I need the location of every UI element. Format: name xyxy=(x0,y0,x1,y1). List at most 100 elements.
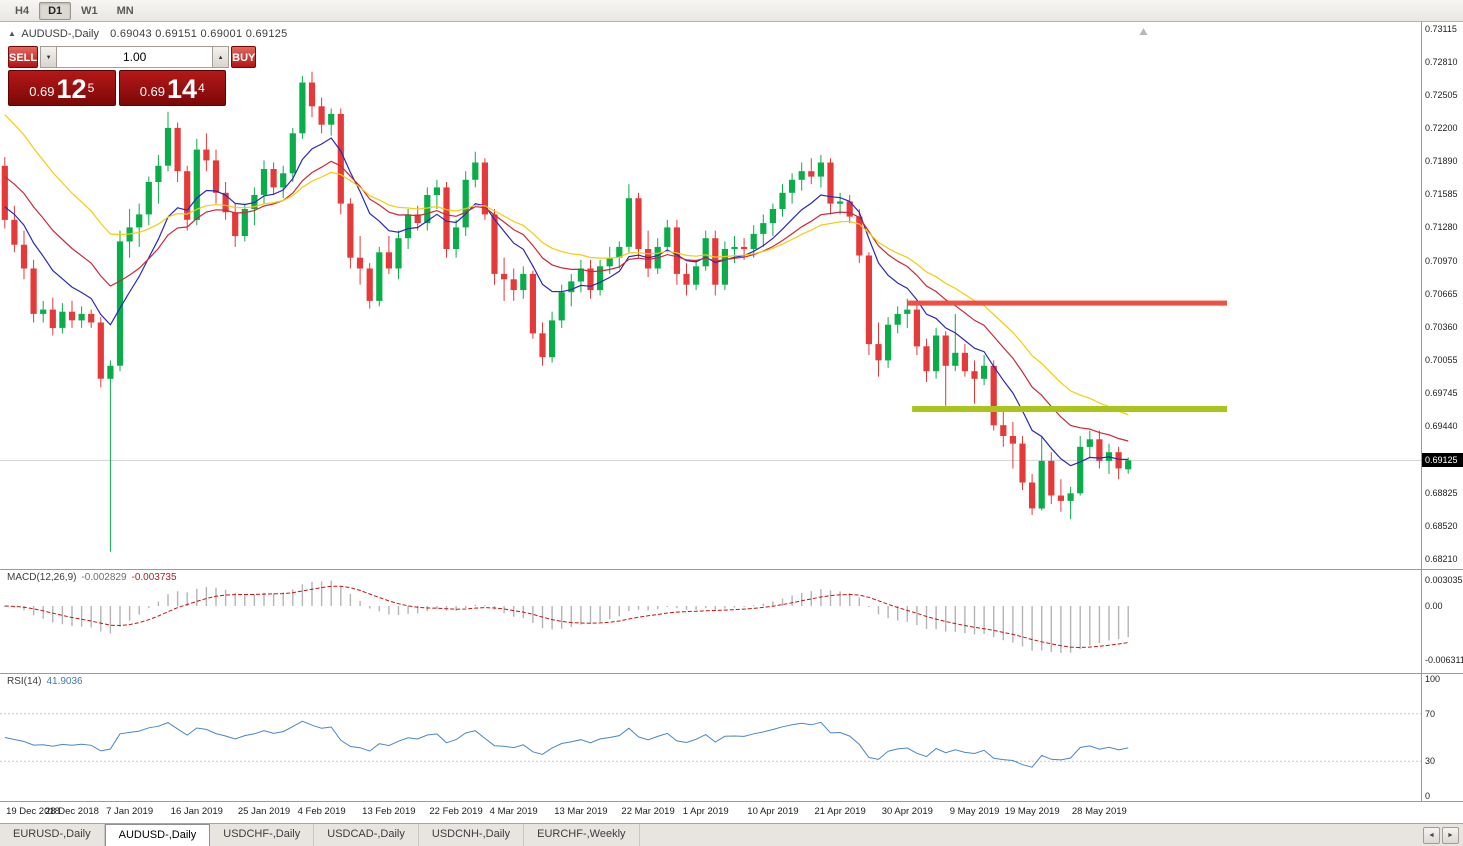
chart-tab-usdchf-daily[interactable]: USDCHF-,Daily xyxy=(210,824,315,846)
date-axis-label: 13 Feb 2019 xyxy=(362,806,416,817)
macd-name: MACD(12,26,9) xyxy=(7,572,77,583)
buy-price-display[interactable]: 0.69 14 4 xyxy=(118,70,226,106)
buy-price-prefix: 0.69 xyxy=(139,84,166,99)
macd-signal-value: -0.003735 xyxy=(131,572,177,583)
chart-tabs: EURUSD-,Daily AUDUSD-,Daily USDCHF-,Daily U… xyxy=(0,824,640,846)
date-axis-label: 22 Mar 2019 xyxy=(621,806,675,817)
price-axis-label: 0.69745 xyxy=(1425,388,1458,399)
date-axis-label: 28 Dec 2018 xyxy=(45,806,99,817)
timeframe-toolbar: H4 D1 W1 MN xyxy=(0,0,1463,22)
chart-tab-usdcad-daily[interactable]: USDCAD-,Daily xyxy=(314,824,419,846)
price-axis-label: 0.70360 xyxy=(1425,321,1458,332)
current-price-tag: 0.69125 xyxy=(1422,453,1463,468)
date-axis-label: 9 May 2019 xyxy=(949,806,1000,817)
rsi-axis-label: 100 xyxy=(1425,674,1441,684)
price-axis-label: 0.70665 xyxy=(1425,288,1458,299)
price-axis-label: 0.70055 xyxy=(1425,354,1458,365)
buy-price-big: 14 xyxy=(167,74,198,104)
date-axis-label: 13 Mar 2019 xyxy=(554,806,608,817)
price-axis-label: 0.68825 xyxy=(1425,487,1458,498)
rsi-axis-label: 0 xyxy=(1425,791,1431,801)
price-axis-label: 0.69440 xyxy=(1425,421,1458,432)
volume-stepper: ▼ ▲ xyxy=(40,46,230,68)
date-axis-label: 7 Jan 2019 xyxy=(106,806,154,817)
timeframe-button-w1[interactable]: W1 xyxy=(81,4,98,17)
pane-divider xyxy=(0,801,1463,802)
sell-button[interactable]: SELL xyxy=(8,46,39,68)
price-axis-label: 0.73115 xyxy=(1425,24,1457,35)
pane-divider[interactable] xyxy=(0,569,1463,570)
date-axis-label: 21 Apr 2019 xyxy=(814,806,866,817)
date-axis-label: 19 May 2019 xyxy=(1004,806,1060,817)
resistance-line[interactable] xyxy=(907,300,1227,306)
chart-tab-audusd-daily[interactable]: AUDUSD-,Daily xyxy=(104,824,211,846)
tab-scroll-right-icon[interactable]: ► xyxy=(1442,826,1459,844)
macd-indicator-pane[interactable]: MACD(12,26,9) -0.002829 -0.003735 xyxy=(0,570,1421,673)
rsi-name: RSI(14) xyxy=(7,676,42,687)
rsi-axis: 100 70 30 0 xyxy=(1422,674,1463,801)
one-click-trade-panel: SELL ▼ ▲ BUY 0.69 12 5 0.69 14 4 xyxy=(8,46,257,106)
chart-tab-bar: EURUSD-,Daily AUDUSD-,Daily USDCHF-,Daily U… xyxy=(0,823,1463,846)
macd-canvas[interactable] xyxy=(0,570,1421,673)
ma-medium xyxy=(4,160,1129,442)
rsi-axis-label: 30 xyxy=(1425,756,1436,767)
tab-scroll-left-icon[interactable]: ◄ xyxy=(1423,826,1440,844)
macd-axis-label: 0.003035 xyxy=(1425,574,1463,585)
symbol-label: AUDUSD-,Daily xyxy=(21,28,99,40)
chart-tab-eurchf-weekly[interactable]: EURCHF-,Weekly xyxy=(524,824,640,846)
macd-axis-label: 0.00 xyxy=(1425,601,1443,612)
date-axis-label: 22 Feb 2019 xyxy=(429,806,483,817)
price-axis-label: 0.71890 xyxy=(1425,156,1458,167)
timeframe-button-d1[interactable]: D1 xyxy=(39,1,72,20)
symbol-arrow-icon: ▲ xyxy=(8,29,16,38)
rsi-indicator-pane[interactable]: RSI(14) 41.9036 xyxy=(0,674,1421,801)
chart-tab-usdcnh-daily[interactable]: USDCNH-,Daily xyxy=(419,824,525,846)
date-axis-label: 25 Jan 2019 xyxy=(237,806,291,817)
date-axis[interactable]: 19 Dec 2018 28 Dec 2018 7 Jan 2019 16 Jan 2… xyxy=(0,802,1463,823)
ma-fast xyxy=(4,137,1129,467)
rsi-canvas[interactable] xyxy=(0,674,1421,801)
volume-increase-icon[interactable]: ▲ xyxy=(212,46,230,68)
price-chart-pane[interactable]: ▲ AUDUSD-,Daily 0.69043 0.69151 0.69001 … xyxy=(0,22,1421,569)
chart-tab-eurusd-daily[interactable]: EURUSD-,Daily xyxy=(0,824,105,846)
price-axis-label: 0.68520 xyxy=(1425,520,1458,531)
chart-title: ▲ AUDUSD-,Daily 0.69043 0.69151 0.69001 … xyxy=(8,28,288,40)
date-axis-label: 10 Apr 2019 xyxy=(747,806,799,817)
price-chart-canvas[interactable] xyxy=(0,22,1421,569)
rsi-label: RSI(14) 41.9036 xyxy=(7,676,83,687)
price-axis-label: 0.71585 xyxy=(1425,189,1458,200)
macd-main-value: -0.002829 xyxy=(81,572,127,583)
price-axis-label: 0.71280 xyxy=(1425,222,1458,233)
ohlc-readout: 0.69043 0.69151 0.69001 0.69125 xyxy=(110,28,288,40)
sell-price-prefix: 0.69 xyxy=(29,84,55,99)
date-axis-label: 4 Feb 2019 xyxy=(297,806,346,817)
timeframe-button-mn[interactable]: MN xyxy=(116,4,134,17)
axis-divider xyxy=(1421,22,1422,801)
rsi-axis-label: 70 xyxy=(1425,708,1436,719)
date-axis-label: 1 Apr 2019 xyxy=(682,806,729,817)
buy-button[interactable]: BUY xyxy=(231,46,257,68)
support-line[interactable] xyxy=(912,406,1227,412)
price-axis-label: 0.68210 xyxy=(1425,554,1458,565)
date-axis-label: 16 Jan 2019 xyxy=(170,806,223,817)
macd-axis-label: -0.006311 xyxy=(1425,655,1463,666)
volume-input[interactable] xyxy=(57,46,213,68)
date-axis-label: 4 Mar 2019 xyxy=(489,806,538,817)
timeframe-button-h4[interactable]: H4 xyxy=(15,4,30,17)
price-axis-label: 0.70970 xyxy=(1425,255,1458,266)
macd-label: MACD(12,26,9) -0.002829 -0.003735 xyxy=(7,572,177,583)
buy-price-sup: 4 xyxy=(198,81,205,95)
price-axis-label: 0.72505 xyxy=(1425,89,1458,100)
price-axis-label: 0.72200 xyxy=(1425,122,1458,133)
date-axis-label: 28 May 2019 xyxy=(1071,806,1127,817)
price-axis[interactable]: 0.69125 0.73115 0.72810 0.72505 0.72200 0.71… xyxy=(1422,22,1463,569)
sell-price-sup: 5 xyxy=(87,81,95,95)
tab-scroll-control: ◄ ► xyxy=(1423,824,1463,846)
volume-decrease-icon[interactable]: ▼ xyxy=(40,46,58,68)
rsi-value: 41.9036 xyxy=(46,676,83,687)
pane-divider[interactable] xyxy=(0,673,1463,674)
chart-shift-marker-icon xyxy=(1139,28,1148,35)
macd-axis: 0.003035 0.00 -0.006311 xyxy=(1422,570,1463,673)
sell-price-display[interactable]: 0.69 12 5 xyxy=(8,70,116,106)
price-axis-label: 0.72810 xyxy=(1425,56,1458,67)
